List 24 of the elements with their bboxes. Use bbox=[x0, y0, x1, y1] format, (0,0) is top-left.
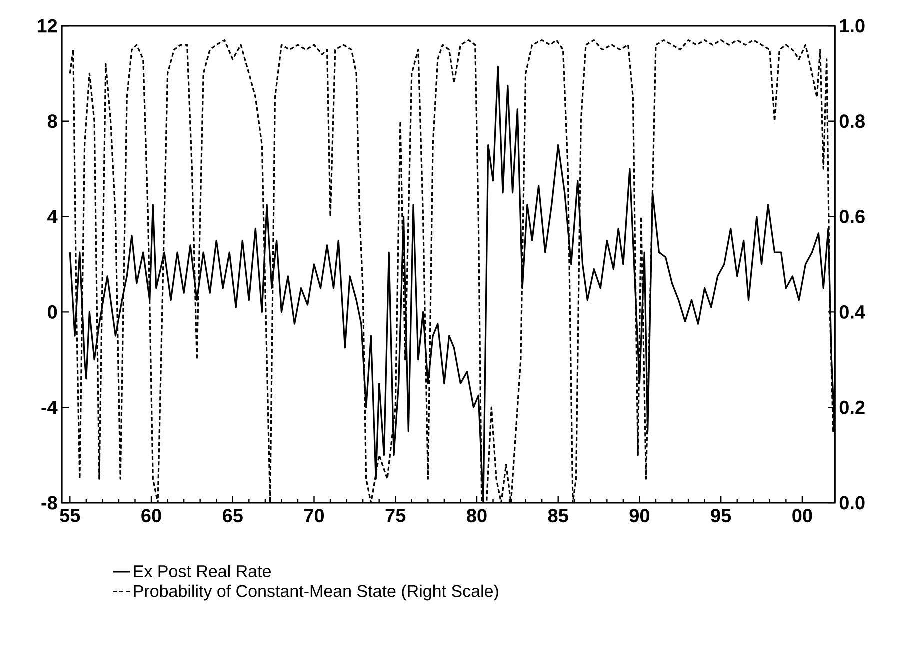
x-tick-label: 85 bbox=[548, 509, 568, 523]
y-tick-label: 4 bbox=[48, 210, 58, 224]
y-tick-label: 8 bbox=[48, 114, 58, 128]
legend-label: Probability of Constant-Mean State (Right Scale) bbox=[134, 584, 498, 601]
y2-tick-label: 0.4 bbox=[840, 305, 866, 319]
x-tick-label: 55 bbox=[60, 509, 80, 522]
x-tick-label: 95 bbox=[711, 509, 732, 523]
x-tick-label: 65 bbox=[223, 509, 243, 523]
legend-label: Ex Post Real Rate bbox=[134, 565, 271, 578]
y2-tick-label: 1.0 bbox=[840, 19, 865, 33]
y-tick-label: 0 bbox=[48, 305, 58, 319]
y-tick-label: -8 bbox=[42, 496, 58, 510]
x-tick-label: 00 bbox=[792, 509, 812, 523]
x-tick-label: 75 bbox=[386, 509, 406, 522]
y2-tick-label: 0.8 bbox=[840, 114, 865, 128]
y2-tick-label: 0.6 bbox=[840, 210, 865, 224]
y2-tick-label: 0.0 bbox=[840, 496, 865, 510]
x-tick-label: 60 bbox=[142, 509, 162, 523]
y-tick-label: -4 bbox=[42, 401, 58, 414]
x-tick-label: 80 bbox=[467, 509, 487, 523]
x-tick-label: 70 bbox=[304, 509, 324, 523]
y-tick-label: 12 bbox=[38, 19, 58, 33]
x-tick-label: 90 bbox=[630, 509, 650, 523]
y2-tick-label: 0.2 bbox=[840, 400, 865, 414]
